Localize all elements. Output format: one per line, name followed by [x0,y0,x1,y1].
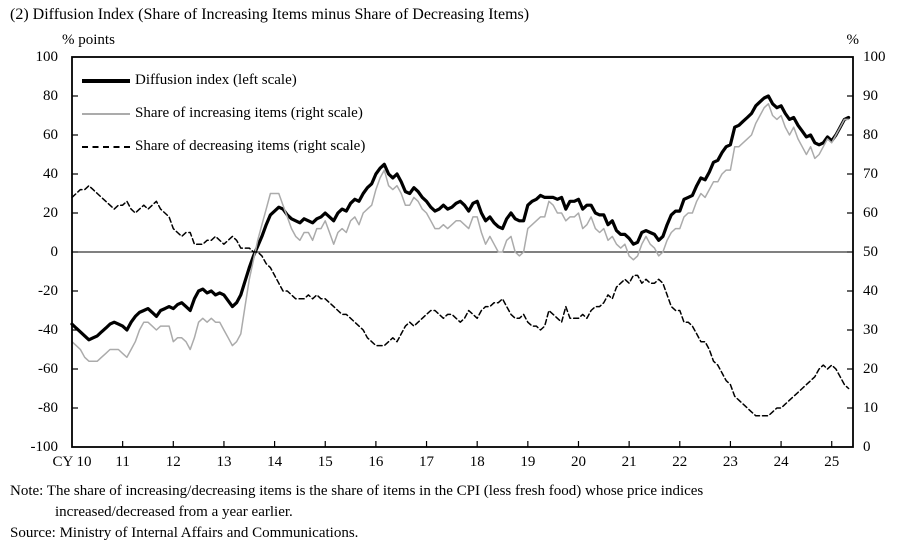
x-axis-tick-label: 24 [773,454,789,470]
left-axis-tick-label: -20 [38,282,58,299]
right-axis-tick-label: 80 [863,126,878,143]
right-axis-tick-label: 50 [863,243,878,260]
x-axis-tick-label: 19 [520,454,536,470]
legend-label-decreasing-items: Share of decreasing items (right scale) [135,138,366,154]
left-axis-tick-label: 0 [50,243,59,260]
legend-label-diffusion-index: Diffusion index (left scale) [135,72,297,88]
decreasing-items-line-sample [82,145,130,148]
chart-legend: Diffusion index (left scale) Share of in… [82,64,365,163]
left-axis-tick-label: 80 [43,87,58,104]
legend-item-decreasing-items: Share of decreasing items (right scale) [82,130,365,163]
right-axis-tick-label: 90 [863,87,878,104]
x-axis-tick-label: 16 [368,454,384,470]
left-axis-unit-label: % points [62,32,115,48]
right-axis-tick-label: 40 [863,282,878,299]
note-text-line1: Note: The share of increasing/decreasing… [10,483,704,499]
source-text: Source: Ministry of Internal Affairs and… [10,525,359,541]
left-axis-tick-label: 20 [43,204,58,221]
diffusion-index-line-sample [82,78,130,83]
x-axis-tick-label: 21 [621,454,637,470]
legend-label-increasing-items: Share of increasing items (right scale) [135,105,363,121]
left-axis-tick-label: 40 [43,165,58,182]
right-axis-tick-label: 100 [863,48,886,65]
increasing-items-line-sample [82,112,130,115]
chart-title: (2) Diffusion Index (Share of Increasing… [10,6,530,23]
x-axis-tick-label: 17 [419,454,435,470]
x-axis-tick-label: 25 [824,454,840,470]
left-axis-tick-label: -40 [38,321,58,338]
x-axis-tick-label: 20 [570,454,586,470]
x-axis-tick-label: 23 [722,454,738,470]
left-axis-tick-label: -80 [38,399,58,416]
x-axis-tick-label: 11 [115,454,130,470]
note-text-line2: increased/decreased from a year earlier. [55,504,293,520]
x-axis-tick-label: 18 [469,454,485,470]
x-axis-tick-label: 15 [317,454,333,470]
x-axis-tick-label: 22 [672,454,688,470]
left-axis-tick-label: -100 [30,438,59,455]
right-axis-tick-label: 70 [863,165,878,182]
x-axis-tick-label: 14 [267,454,283,470]
right-axis-tick-label: 10 [863,399,878,416]
right-axis-tick-label: 20 [863,360,878,377]
right-axis-tick-label: 60 [863,204,878,221]
left-axis-tick-label: -60 [38,360,58,377]
left-axis-tick-label: 60 [43,126,58,143]
x-axis-tick-label: CY 10 [52,454,92,470]
right-axis-tick-label: 30 [863,321,878,338]
right-axis-tick-label: 0 [863,438,871,455]
left-axis-tick-label: 100 [35,48,59,65]
legend-item-increasing-items: Share of increasing items (right scale) [82,97,365,130]
x-axis-tick-label: 12 [165,454,181,470]
legend-item-diffusion-index: Diffusion index (left scale) [82,64,365,97]
footnotes: Note: The share of increasing/decreasing… [10,481,703,544]
x-axis-tick-label: 13 [216,454,232,470]
right-axis-unit-label: % [846,32,860,48]
